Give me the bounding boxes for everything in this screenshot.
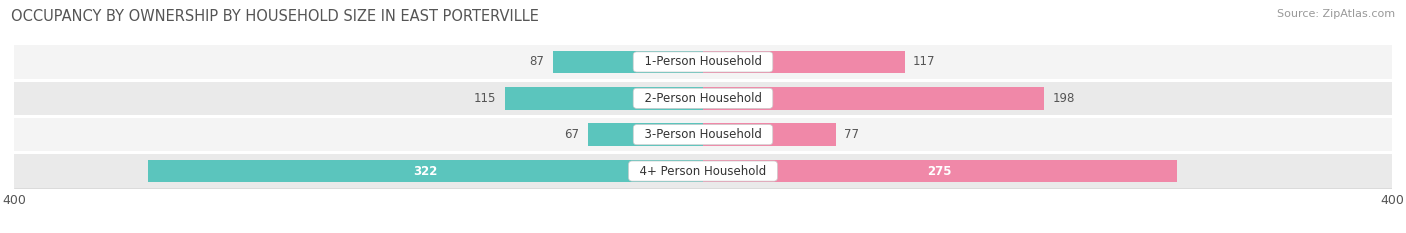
- Bar: [14, 45, 1392, 79]
- Text: 77: 77: [844, 128, 859, 141]
- Text: 322: 322: [413, 164, 437, 178]
- Text: 87: 87: [530, 55, 544, 69]
- Bar: [703, 51, 904, 73]
- Text: 117: 117: [912, 55, 935, 69]
- Bar: [14, 82, 1392, 115]
- Bar: [588, 123, 703, 146]
- Bar: [14, 118, 1392, 151]
- Text: 115: 115: [474, 92, 496, 105]
- Bar: [149, 160, 703, 182]
- Text: 198: 198: [1053, 92, 1076, 105]
- Text: 3-Person Household: 3-Person Household: [637, 128, 769, 141]
- Text: OCCUPANCY BY OWNERSHIP BY HOUSEHOLD SIZE IN EAST PORTERVILLE: OCCUPANCY BY OWNERSHIP BY HOUSEHOLD SIZE…: [11, 9, 538, 24]
- Text: 2-Person Household: 2-Person Household: [637, 92, 769, 105]
- Text: 4+ Person Household: 4+ Person Household: [633, 164, 773, 178]
- Bar: [505, 87, 703, 110]
- Text: 67: 67: [564, 128, 579, 141]
- Bar: [703, 123, 835, 146]
- Text: Source: ZipAtlas.com: Source: ZipAtlas.com: [1277, 9, 1395, 19]
- Text: 275: 275: [928, 164, 952, 178]
- Bar: [703, 87, 1045, 110]
- Bar: [14, 154, 1392, 188]
- Text: 1-Person Household: 1-Person Household: [637, 55, 769, 69]
- Bar: [703, 160, 1177, 182]
- Bar: [553, 51, 703, 73]
